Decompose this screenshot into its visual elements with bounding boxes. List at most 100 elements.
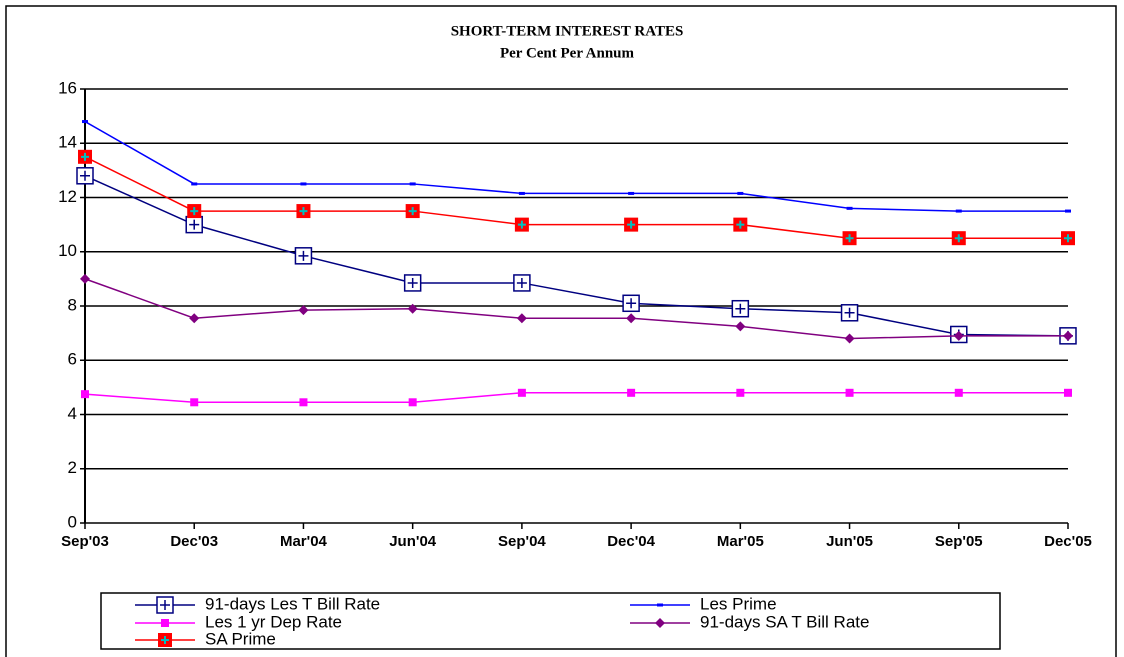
- marker-part: [954, 234, 963, 243]
- legend: [100, 592, 1001, 650]
- marker: [518, 191, 525, 195]
- marker: [951, 231, 966, 246]
- marker: [156, 596, 174, 614]
- marker: [407, 303, 418, 314]
- marker-part: [846, 206, 853, 210]
- legend-label: Les 1 yr Dep Rate: [205, 612, 342, 631]
- series-line: [84, 175, 1069, 337]
- marker: [846, 206, 853, 210]
- marker: [1065, 209, 1071, 213]
- marker: [403, 274, 422, 292]
- series-line: [84, 278, 1068, 340]
- marker-part: [627, 220, 636, 229]
- series-line: [84, 392, 1068, 404]
- marker-part: [516, 277, 527, 288]
- x-tick-label: Dec'03: [170, 533, 218, 550]
- marker: [190, 398, 199, 407]
- marker-part: [735, 303, 746, 314]
- marker: [1061, 231, 1075, 246]
- marker-part: [408, 207, 417, 216]
- marker: [80, 273, 90, 284]
- marker: [409, 182, 416, 186]
- marker-part: [628, 191, 635, 195]
- marker-part: [82, 120, 88, 124]
- marker: [81, 390, 89, 399]
- marker: [82, 120, 88, 124]
- x-tick-label: Mar'05: [717, 533, 764, 550]
- y-tick-label: 2: [68, 458, 77, 477]
- marker: [189, 313, 200, 324]
- marker-part: [298, 305, 309, 316]
- marker: [1064, 388, 1072, 397]
- marker: [408, 398, 417, 407]
- marker-part: [191, 182, 198, 186]
- x-tick-label: Jun'04: [389, 533, 437, 550]
- marker: [187, 204, 202, 219]
- marker: [158, 633, 172, 647]
- marker-part: [736, 388, 745, 397]
- marker: [844, 333, 855, 344]
- x-tick-label: Sep'03: [61, 533, 109, 550]
- marker-part: [80, 170, 90, 181]
- marker-part: [189, 313, 200, 324]
- marker: [185, 215, 203, 234]
- chart-title: SHORT-TERM INTEREST RATES: [451, 23, 684, 39]
- marker: [845, 388, 854, 397]
- marker-part: [517, 388, 526, 397]
- marker-part: [300, 182, 307, 186]
- marker-part: [189, 219, 200, 230]
- marker: [1063, 330, 1073, 341]
- marker-part: [299, 398, 308, 407]
- marker-part: [844, 307, 855, 318]
- y-tick-label: 10: [58, 241, 77, 260]
- chart-subtitle: Per Cent Per Annum: [500, 45, 635, 61]
- marker-part: [844, 333, 855, 344]
- marker-part: [81, 390, 89, 399]
- marker-part: [955, 209, 962, 213]
- series-line: [84, 120, 1068, 212]
- marker-part: [409, 182, 416, 186]
- marker: [517, 388, 526, 397]
- x-tick-label: Mar'04: [280, 533, 328, 550]
- marker-part: [298, 250, 309, 261]
- marker-part: [954, 388, 963, 397]
- marker-part: [299, 207, 308, 216]
- x-tick-label: Sep'05: [935, 533, 983, 550]
- marker-part: [736, 220, 745, 229]
- legend-label: Les Prime: [700, 594, 777, 613]
- y-tick-label: 16: [58, 78, 77, 97]
- x-tick-label: Dec'05: [1044, 533, 1092, 550]
- legend-label: 91-days SA T Bill Rate: [700, 612, 869, 631]
- marker: [657, 603, 663, 607]
- marker-part: [190, 398, 199, 407]
- marker: [731, 299, 750, 318]
- marker: [296, 204, 311, 219]
- marker: [516, 313, 527, 324]
- marker: [294, 247, 313, 265]
- marker: [299, 398, 308, 407]
- marker: [842, 231, 857, 246]
- marker-part: [953, 330, 964, 341]
- marker-part: [517, 220, 526, 229]
- marker: [513, 274, 531, 292]
- y-tick-label: 0: [68, 512, 77, 531]
- marker-part: [407, 277, 418, 288]
- frame: [5, 5, 1117, 657]
- legend-label: 91-days Les T Bill Rate: [205, 594, 380, 613]
- x-tick-label: Dec'04: [607, 533, 655, 550]
- marker: [624, 217, 639, 232]
- marker: [628, 191, 635, 195]
- marker: [736, 388, 745, 397]
- x-tick-label: Jun'05: [826, 533, 873, 550]
- marker: [627, 388, 636, 397]
- marker: [161, 619, 169, 627]
- marker-part: [160, 600, 170, 610]
- marker-part: [845, 388, 854, 397]
- marker: [655, 618, 665, 628]
- marker: [298, 305, 309, 316]
- marker: [955, 209, 962, 213]
- marker-part: [627, 388, 636, 397]
- marker: [300, 182, 307, 186]
- x-tick-label: Sep'04: [498, 533, 546, 550]
